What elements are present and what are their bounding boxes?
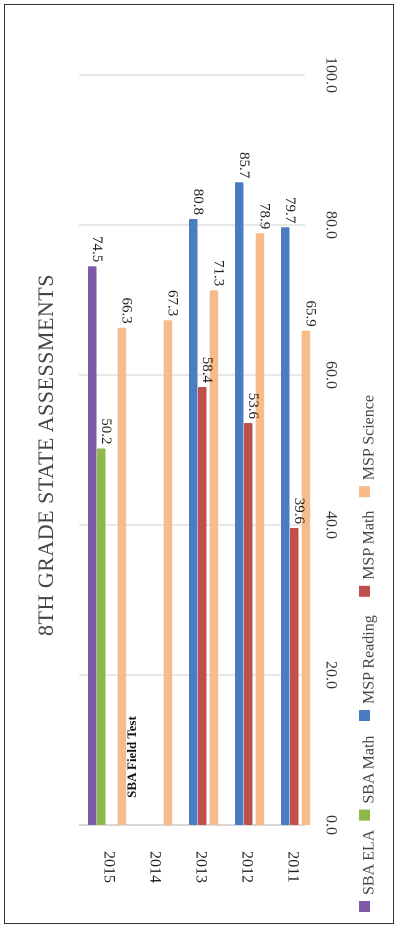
bar [281, 227, 290, 825]
category-tick-label: 2013 [192, 851, 209, 883]
value-tick-label: 80.0 [322, 211, 339, 239]
legend-label: SBA ELA [361, 829, 378, 895]
data-label: 74.5 [89, 236, 105, 262]
data-label: 67.3 [165, 290, 181, 316]
data-label: 85.7 [236, 152, 252, 179]
data-label: 79.7 [282, 197, 298, 224]
data-label: 50.2 [98, 418, 114, 444]
data-label: 66.3 [119, 298, 135, 324]
value-tick-label: 60.0 [322, 361, 339, 389]
bar [244, 423, 253, 825]
bar [117, 327, 127, 825]
chart-svg: 0.0 20.0 40.0 60.0 80.0 100.0 2015 2014 2013 2012… [33, 57, 378, 912]
category-tick-label: 2015 [100, 851, 117, 883]
category-tick-label: 2014 [146, 851, 163, 883]
legend-swatch [359, 486, 370, 498]
bar [290, 528, 299, 825]
category-tick-label: 2012 [238, 851, 255, 883]
bar [198, 387, 207, 825]
bar [301, 330, 311, 825]
chart-title: 8TH GRADE STATE ASSESSMENTS [33, 274, 58, 636]
bar [189, 219, 198, 825]
legend-swatch [359, 585, 370, 597]
legend-label: SBA Math [361, 736, 378, 804]
data-label: 58.4 [199, 357, 215, 384]
value-tick-label: 0.0 [322, 815, 339, 835]
annotation-sba-field-test: SBA Field Test [124, 716, 139, 798]
legend-label: MSP Science [361, 395, 378, 480]
bar [163, 320, 173, 825]
bar [97, 448, 106, 825]
bar [88, 266, 97, 825]
legend-label: MSP Math [361, 511, 378, 580]
legend-swatch [359, 710, 370, 721]
data-label: 80.8 [190, 189, 206, 215]
category-tick-label: 2011 [284, 851, 301, 882]
bar [209, 290, 219, 825]
value-tick-label: 20.0 [322, 661, 339, 689]
value-tick-label: 40.0 [322, 511, 339, 539]
legend-label: MSP Reading [361, 615, 378, 704]
data-label: 78.9 [257, 203, 273, 229]
data-label: 53.6 [245, 393, 261, 420]
bar [235, 182, 244, 825]
data-label: 65.9 [303, 301, 319, 327]
legend-swatch [359, 809, 370, 821]
value-tick-label: 100.0 [322, 57, 339, 93]
data-label: 39.6 [291, 498, 307, 525]
legend-swatch [359, 901, 370, 912]
chart-frame: 0.0 20.0 40.0 60.0 80.0 100.0 2015 2014 2013 2012… [4, 4, 394, 924]
data-label: 71.3 [211, 260, 227, 286]
bar [255, 233, 265, 825]
